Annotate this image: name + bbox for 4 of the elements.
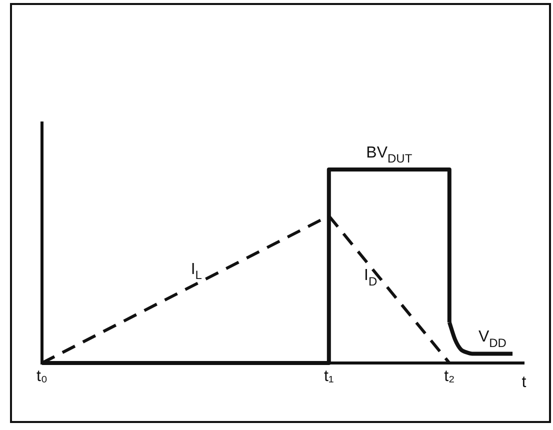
x-tick-label: t₀ (36, 368, 48, 386)
x-tick-label: t₁ (324, 368, 334, 386)
x-axis-title: t (522, 374, 527, 391)
x-tick-label: t₂ (444, 368, 455, 386)
